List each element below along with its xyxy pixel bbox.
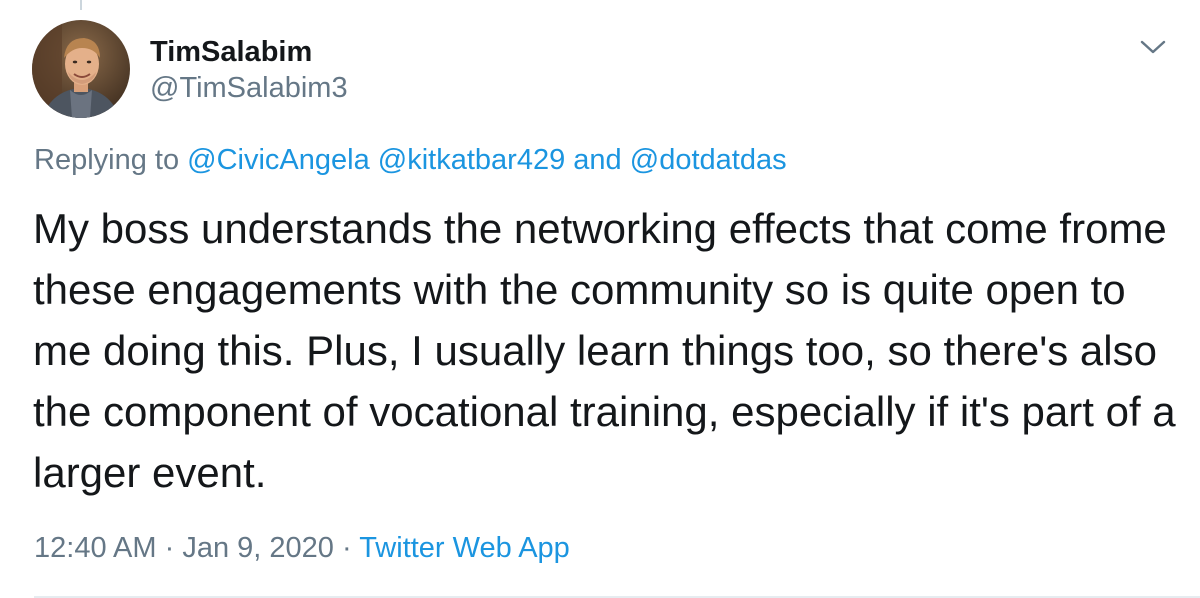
divider [34,596,1200,598]
replying-to-label: Replying to [34,144,180,176]
replying-to-line: Replying to @CivicAngela @kitkatbar429 a… [34,140,787,180]
thread-connector-line [80,0,82,10]
chevron-down-icon [1140,40,1166,54]
tweet-time[interactable]: 12:40 AM [34,532,157,564]
tweet-date[interactable]: Jan 9, 2020 [182,532,334,564]
mention-civicangela[interactable]: @CivicAngela [187,144,370,176]
tweet-source[interactable]: Twitter Web App [359,532,570,564]
user-handle[interactable]: @TimSalabim3 [150,72,348,104]
tweet-metadata: 12:40 AM · Jan 9, 2020 · Twitter Web App [34,528,570,568]
avatar-image [32,20,130,118]
mention-dotdatdas[interactable]: @dotdatdas [629,144,787,176]
avatar[interactable] [32,20,130,118]
display-name[interactable]: TimSalabim [150,36,313,68]
meta-separator: · [164,532,175,564]
meta-separator: · [341,532,352,564]
tweet-options-button[interactable] [1138,36,1168,58]
tweet-text: My boss understands the networking effec… [33,205,1176,496]
user-info: TimSalabim @TimSalabim3 [150,34,348,106]
mention-kitkatbar429[interactable]: @kitkatbar429 [377,144,566,176]
mention-conjunction[interactable]: and [573,144,622,176]
